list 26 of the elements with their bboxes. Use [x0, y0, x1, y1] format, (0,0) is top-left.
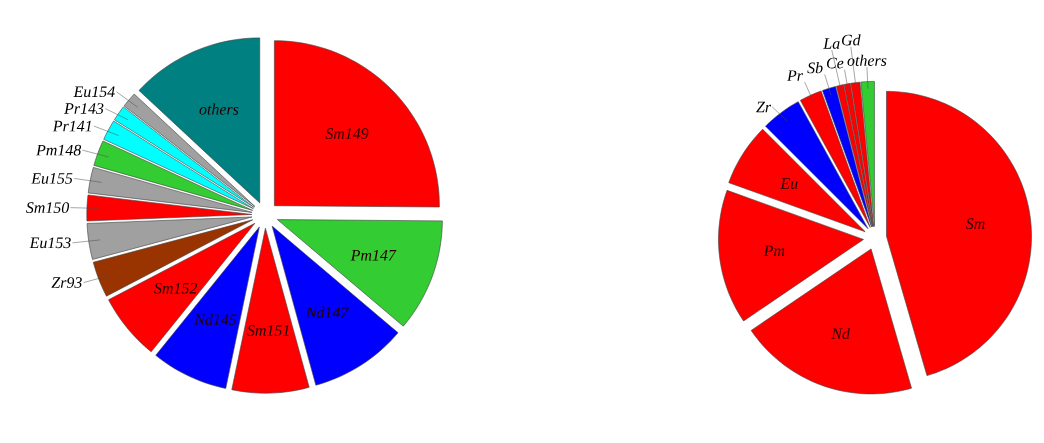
slice-label: Eu153: [29, 237, 71, 249]
slice-label: Eu: [780, 178, 798, 189]
slice-label: Ce: [826, 57, 844, 69]
slice-label: Nd: [831, 327, 850, 340]
slice-label: others: [199, 103, 239, 115]
slice-label: Pm: [763, 245, 785, 256]
slice-label: Sm150: [26, 202, 70, 214]
slice-label: Gd: [841, 34, 861, 46]
slice-label: Sm149: [325, 128, 369, 140]
slice-label: Nd147: [305, 306, 349, 318]
slice-label: Pr143: [64, 103, 104, 114]
slice-label: Sm151: [247, 325, 289, 336]
slice-label: La: [823, 38, 840, 49]
slice-label: Sm: [965, 218, 985, 230]
slice-label: Eu154: [73, 86, 115, 98]
slice-label: Pr: [786, 70, 804, 81]
slice-label: others: [847, 54, 887, 66]
slice-label: Zr: [756, 101, 772, 113]
slice-label: Pm148: [36, 144, 82, 156]
slice-label: Zr93: [51, 277, 82, 288]
slice-label: Pr141: [52, 120, 91, 132]
slice-label: Eu155: [31, 173, 73, 184]
slice-label: Sb: [807, 62, 823, 74]
slice-label: Pm147: [350, 249, 397, 261]
slice-label: Sm152: [154, 282, 198, 294]
slice-label: Nd145: [194, 313, 237, 325]
